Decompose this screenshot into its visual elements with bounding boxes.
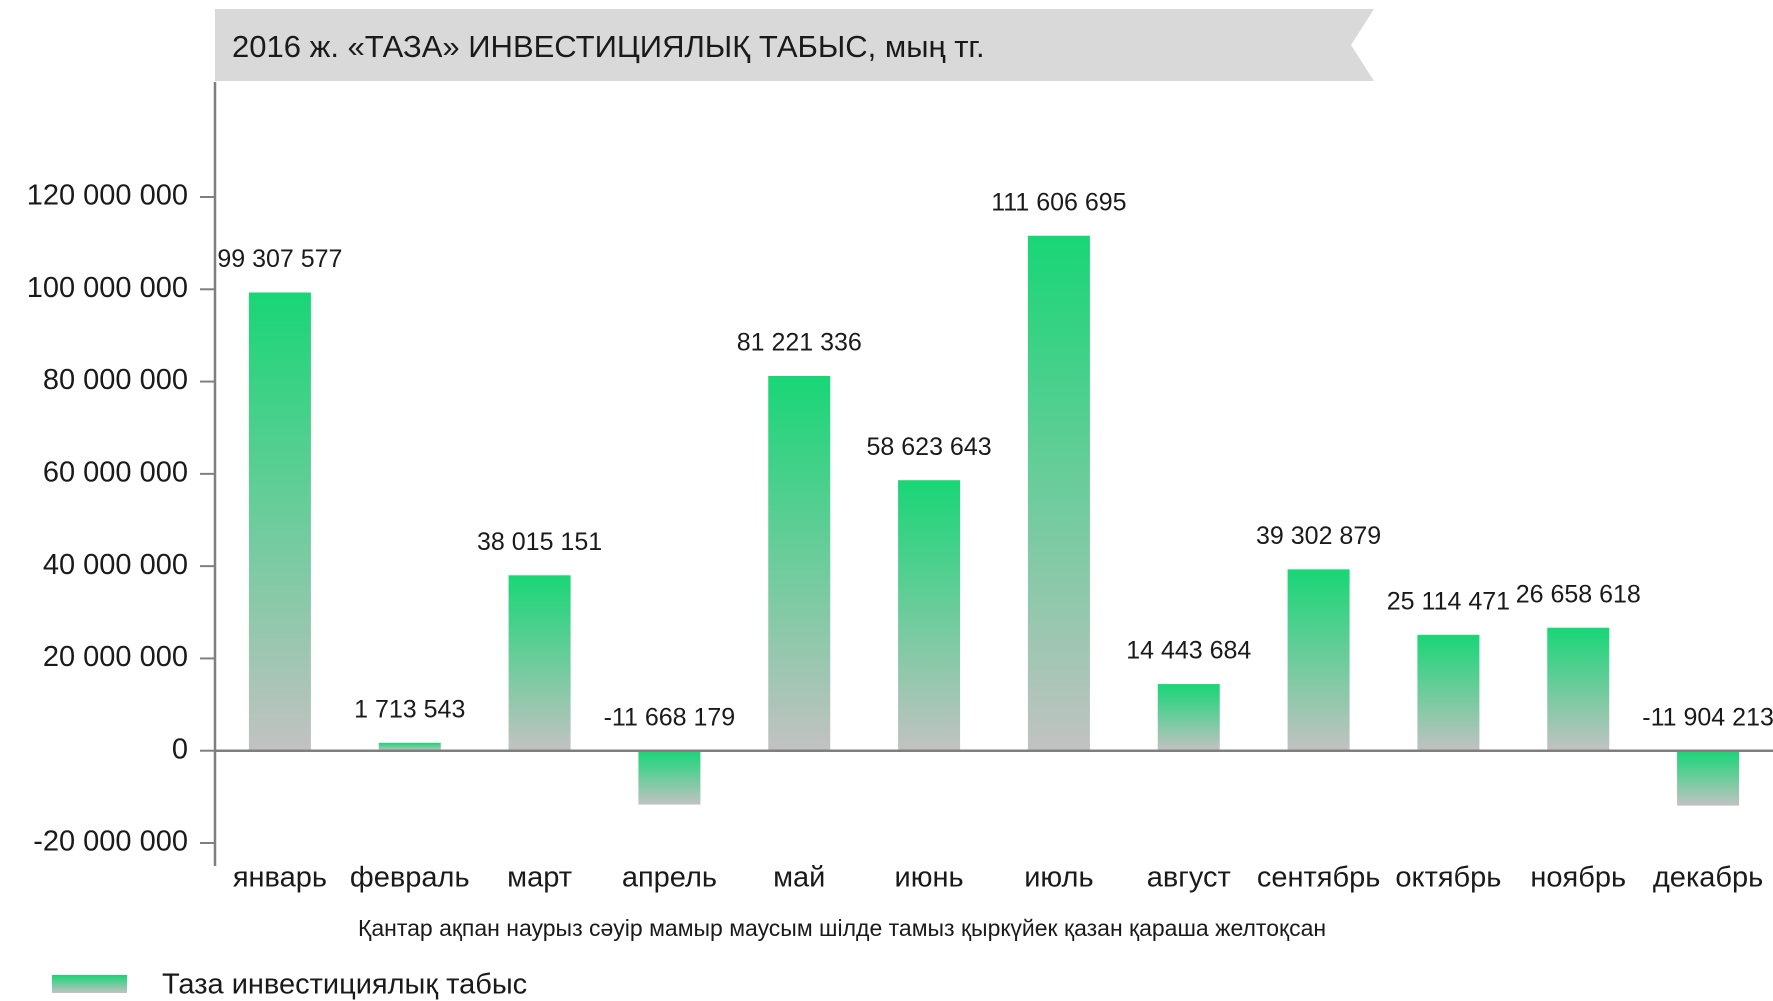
value-label: 1 713 543	[354, 695, 465, 723]
bar	[1677, 750, 1740, 806]
x-tick-label: сентябрь	[1257, 862, 1380, 894]
value-label: 38 015 151	[477, 528, 602, 556]
x-tick-label: январь	[233, 862, 327, 894]
title-banner	[215, 9, 1374, 81]
x-tick-label: ноябрь	[1530, 862, 1626, 894]
value-label: 111 606 695	[991, 188, 1126, 216]
annotation: Қантар ақпан наурыз сәуір мамыр маусым ш…	[358, 915, 1326, 941]
x-tick-label: май	[773, 862, 825, 894]
legend-label: Таза инвестициялық табыс	[162, 969, 527, 1001]
value-label: 14 443 684	[1126, 637, 1251, 665]
value-label: 99 307 577	[217, 245, 342, 273]
bar	[1417, 634, 1480, 751]
x-tick-label: август	[1147, 862, 1231, 894]
y-tick-label: -20 000 000	[33, 826, 188, 858]
bar	[1157, 684, 1220, 751]
bar	[1027, 235, 1090, 751]
x-tick-label: февраль	[350, 862, 470, 894]
bar	[898, 480, 961, 751]
bar	[638, 750, 701, 805]
x-tick-label: октябрь	[1395, 862, 1501, 894]
value-label: 26 658 618	[1516, 580, 1641, 608]
value-label: 25 114 471	[1387, 587, 1510, 615]
x-tick-label: декабрь	[1653, 862, 1763, 894]
y-tick-label: 40 000 000	[43, 549, 188, 581]
y-tick-label: 80 000 000	[43, 364, 188, 396]
bar	[1287, 569, 1350, 751]
value-label: -11 904 213	[1642, 703, 1773, 731]
chart-title: 2016 ж. «ТАЗА» ИНВЕСТИЦИЯЛЫҚ ТАБЫС, мың …	[232, 29, 985, 64]
value-label: 39 302 879	[1256, 522, 1381, 550]
bar	[768, 375, 831, 751]
y-tick-label: 0	[172, 733, 188, 765]
x-tick-label: март	[507, 862, 572, 894]
x-tick-label: апрель	[622, 862, 717, 894]
x-tick-label: июнь	[895, 862, 964, 894]
bar	[248, 292, 311, 751]
bar	[378, 742, 441, 751]
y-tick-label: 120 000 000	[27, 180, 188, 212]
y-tick-label: 100 000 000	[27, 272, 188, 304]
legend-swatch	[52, 975, 127, 993]
x-tick-label: июль	[1024, 862, 1093, 894]
y-tick-label: 60 000 000	[43, 457, 188, 489]
bar	[1547, 627, 1610, 751]
bar	[508, 575, 571, 751]
value-label: 58 623 643	[867, 433, 992, 461]
value-label: 81 221 336	[737, 329, 862, 357]
value-label: -11 668 179	[604, 703, 736, 731]
y-tick-label: 20 000 000	[43, 641, 188, 673]
